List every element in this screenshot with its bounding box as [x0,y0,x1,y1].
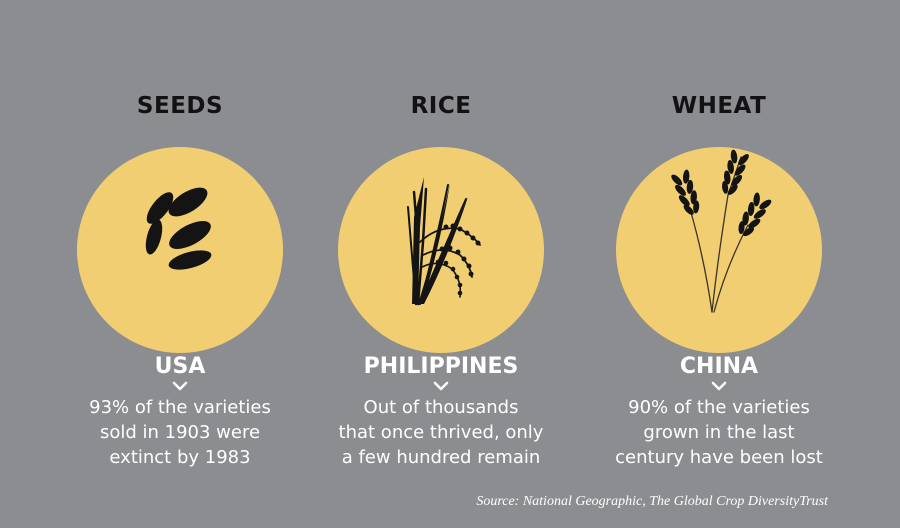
rice-circle [338,147,544,353]
description-line: 90% of the varieties [628,397,810,418]
description: 93% of the varieties sold in 1903 were e… [30,395,330,470]
description-line: century have been lost [615,447,823,468]
description: Out of thousands that once thrived, only… [291,395,591,470]
wheat-icon [671,149,772,313]
seeds-icon [145,187,212,270]
description-line: Out of thousands [363,397,519,418]
column-heading: WHEAT [671,93,767,119]
description-line: grown in the last [643,422,795,443]
seeds-circle [77,147,283,353]
column-heading: RICE [410,93,472,119]
rice-icon [407,177,481,306]
description-line: that once thrived, only [338,422,544,443]
wheat-circle [616,147,822,353]
column-heading: SEEDS [136,93,224,119]
chevron-down-icon [433,381,449,391]
source-citation: Source: National Geographic, The Global … [476,494,828,509]
country-label: CHINA [679,354,759,379]
chevron-down-icon [711,381,727,391]
description: 90% of the varieties grown in the last c… [569,395,869,470]
wheat-column: WHEAT [569,0,869,528]
chevron-down-icon [172,381,188,391]
description-line: sold in 1903 were [99,422,261,443]
description-line: extinct by 1983 [109,447,251,468]
seeds-column: SEEDS USA 93% of the varieties sold in 1… [30,0,330,528]
rice-column: RICE [291,0,591,528]
description-line: a few hundred remain [341,447,541,468]
description-line: 93% of the varieties [89,397,271,418]
country-label: USA [154,354,206,379]
country-label: PHILIPPINES [363,354,519,379]
